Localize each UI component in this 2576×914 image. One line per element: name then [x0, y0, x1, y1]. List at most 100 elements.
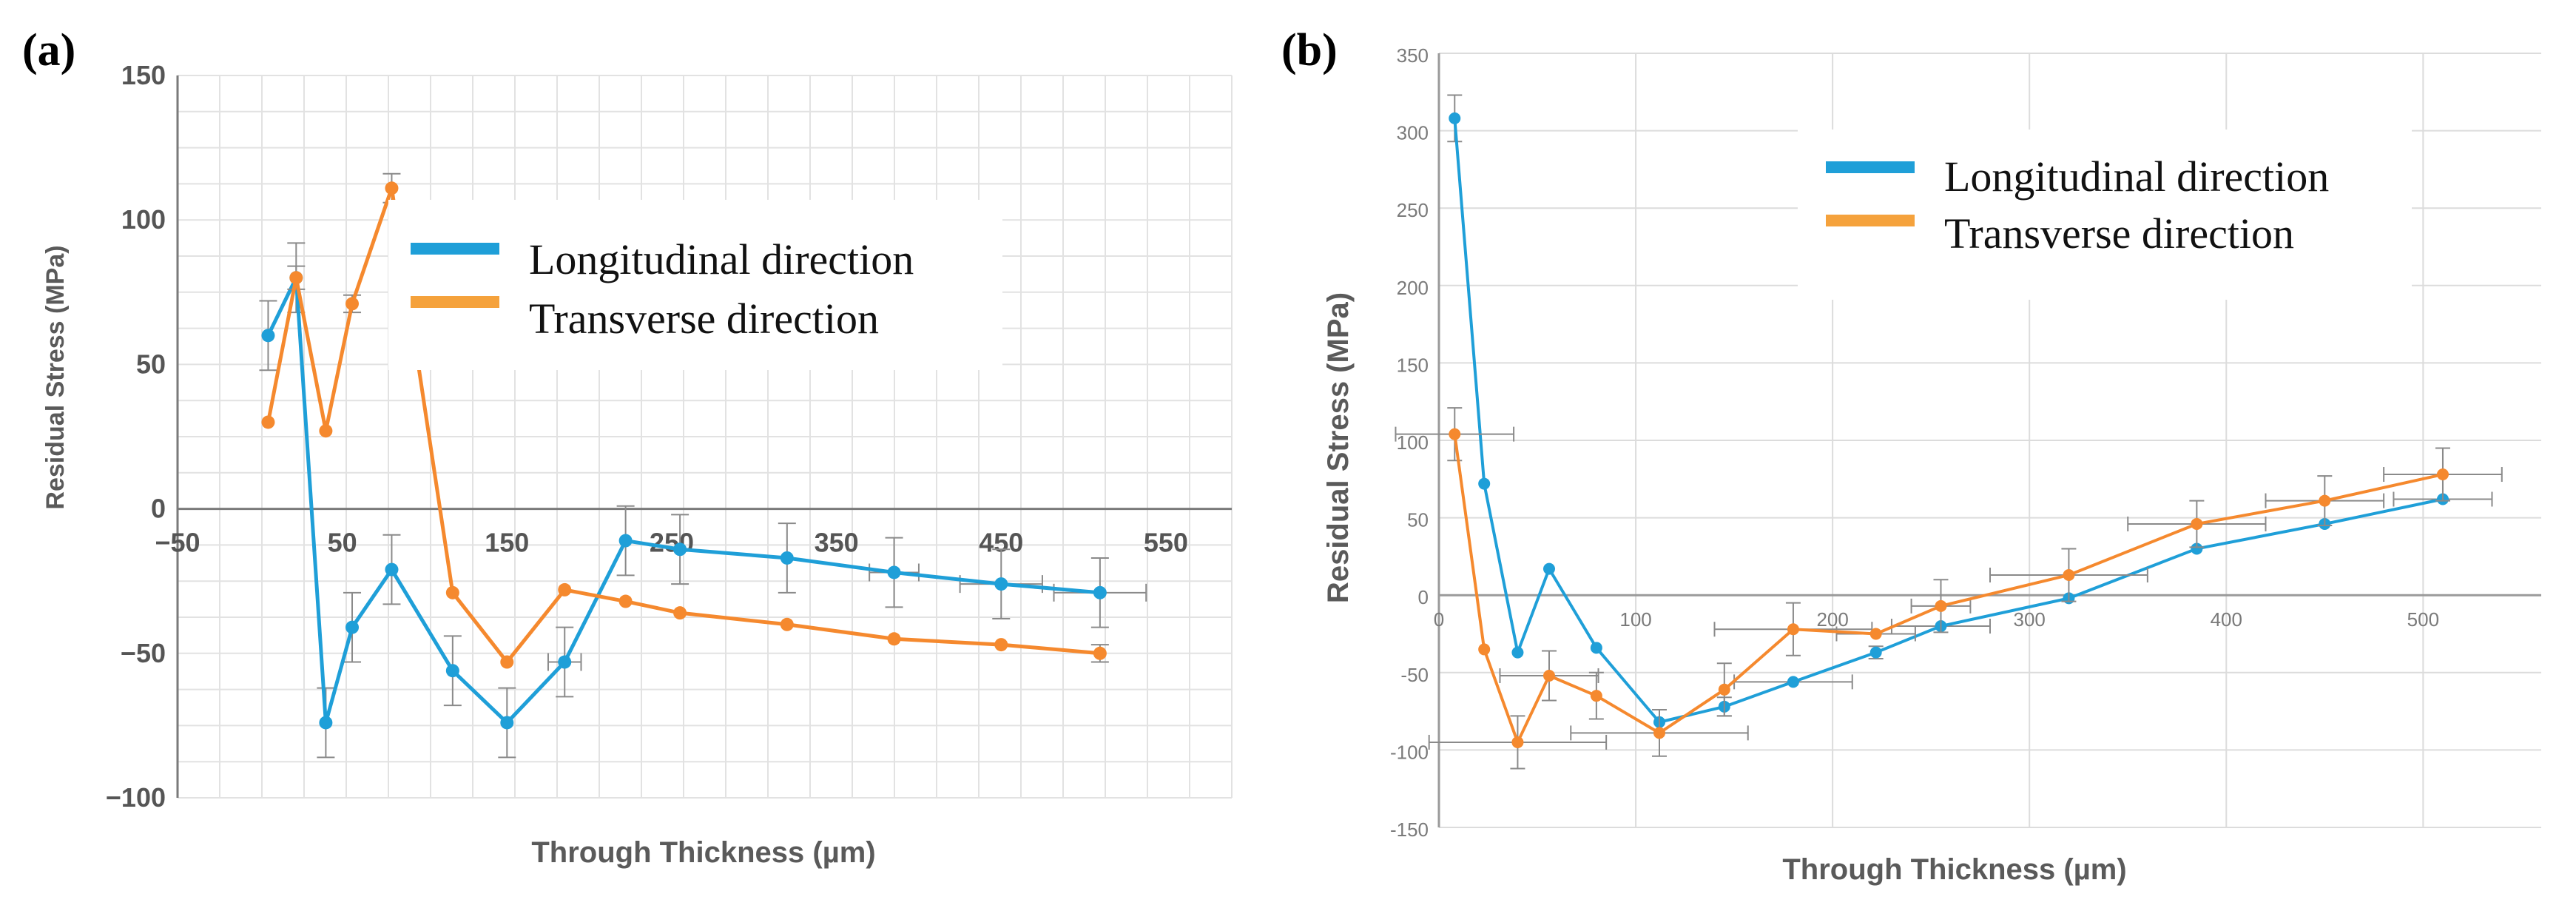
x-tick-label: 400	[2211, 608, 2242, 631]
data-point	[1543, 562, 1555, 575]
chart-b: (b) -150 -100 -50 0 50 100 150 200 250 300 350 0 100…	[1281, 25, 2541, 886]
x-tick-label: 150	[485, 528, 529, 558]
y-axis-title-b: Residual Stress (MPa)	[1322, 292, 1355, 603]
data-point	[558, 582, 572, 597]
data-point	[345, 297, 360, 311]
y-tick-label: -100	[1390, 741, 1429, 763]
x-tick-label: 550	[1144, 528, 1188, 558]
y-axis-title-a: Residual Stress (MPa)	[41, 245, 70, 509]
legend-b-label-transverse: Transverse direction	[1944, 209, 2294, 258]
data-point	[2319, 494, 2331, 507]
y-tick-label: 350	[1397, 44, 1429, 67]
data-point	[385, 562, 399, 577]
data-point	[673, 542, 687, 557]
data-point	[887, 565, 901, 579]
data-point	[445, 664, 459, 678]
data-point	[319, 716, 333, 730]
x-tick-label: 200	[1816, 608, 1848, 631]
y-tick-label: −100	[106, 782, 166, 813]
grid-a	[177, 75, 1233, 799]
y-tick-label: -150	[1390, 819, 1429, 841]
series-line	[266, 275, 1101, 725]
data-point	[1718, 683, 1730, 696]
x-axis-title-a: Through Thickness (µm)	[531, 836, 875, 869]
data-point	[1449, 428, 1461, 440]
y-tick-label: 200	[1397, 277, 1429, 299]
data-point	[994, 577, 1008, 591]
data-point	[618, 534, 633, 548]
x-tick-label: 350	[815, 528, 859, 558]
data-point	[1093, 585, 1107, 599]
x-tick-label: 300	[2014, 608, 2046, 631]
y-tick-label: 100	[121, 204, 166, 235]
data-point	[445, 585, 459, 599]
legend-b: Longitudinal direction Transverse direct…	[1798, 130, 2412, 300]
series-transverse	[261, 172, 1109, 669]
data-point	[345, 620, 360, 634]
y-tick-label: 50	[1407, 509, 1429, 531]
data-point	[1093, 646, 1107, 660]
series-a	[259, 172, 1147, 759]
data-point	[500, 655, 514, 669]
x-tick-label: 250	[650, 528, 694, 558]
data-point	[385, 181, 399, 195]
data-point	[780, 551, 794, 565]
data-point	[289, 271, 303, 285]
data-point	[673, 606, 687, 620]
data-point	[2191, 517, 2203, 530]
data-point	[1449, 112, 1461, 124]
series-line	[266, 186, 1101, 665]
x-tick-label: 500	[2407, 608, 2439, 631]
data-point	[1478, 643, 1491, 656]
data-point	[2436, 468, 2449, 481]
y-tick-label: -50	[1400, 664, 1429, 686]
legend-b-label-longitudinal: Longitudinal direction	[1944, 152, 2329, 201]
data-point	[1787, 676, 1799, 688]
legend-a-label-longitudinal: Longitudinal direction	[529, 235, 914, 283]
legend-a: Longitudinal direction Transverse direct…	[388, 200, 1002, 370]
y-tick-label: 150	[1397, 354, 1429, 376]
data-point	[1869, 628, 1882, 640]
x-axis-title-b: Through Thickness (µm)	[1782, 853, 2126, 886]
y-tick-label: 300	[1397, 122, 1429, 144]
axes-b: -150 -100 -50 0 50 100 150 200 250 300 350 0 100 200 3…	[1390, 44, 2541, 841]
legend-b-swatch-transverse	[1826, 215, 1915, 226]
x-tick-label: 100	[1619, 608, 1651, 631]
legend-a-swatch-transverse	[411, 296, 499, 308]
data-point	[887, 632, 901, 646]
data-point	[618, 594, 633, 608]
data-point	[2063, 569, 2075, 582]
x-tick-label: 50	[328, 528, 357, 558]
y-tick-label: 0	[1418, 586, 1429, 608]
y-tick-label: 100	[1397, 431, 1429, 454]
legend-a-label-transverse: Transverse direction	[529, 295, 879, 343]
series-line	[1453, 118, 2444, 724]
data-point	[994, 638, 1008, 652]
y-tick-label: −50	[121, 638, 166, 668]
y-tick-label: 150	[121, 60, 166, 90]
legend-b-swatch-longitudinal	[1826, 161, 1915, 173]
data-point	[558, 655, 572, 669]
legend-a-background	[388, 200, 1002, 370]
x-tick-label: −50	[155, 528, 200, 558]
panel-label-b: (b)	[1281, 25, 1338, 75]
series-transverse	[1395, 407, 2503, 770]
data-point	[1478, 477, 1491, 490]
data-point	[1869, 646, 1882, 659]
series-longitudinal	[259, 242, 1147, 759]
data-point	[1935, 599, 1947, 612]
series-b	[1395, 94, 2503, 770]
data-point	[1590, 642, 1602, 654]
data-point	[1653, 727, 1665, 739]
data-point	[500, 716, 514, 730]
legend-a-swatch-longitudinal	[411, 243, 499, 255]
data-point	[1787, 623, 1799, 636]
data-point	[1590, 690, 1602, 702]
x-tick-label: 0	[1434, 608, 1444, 631]
data-point	[319, 424, 333, 438]
data-point	[261, 329, 275, 343]
data-point	[1511, 646, 1524, 659]
